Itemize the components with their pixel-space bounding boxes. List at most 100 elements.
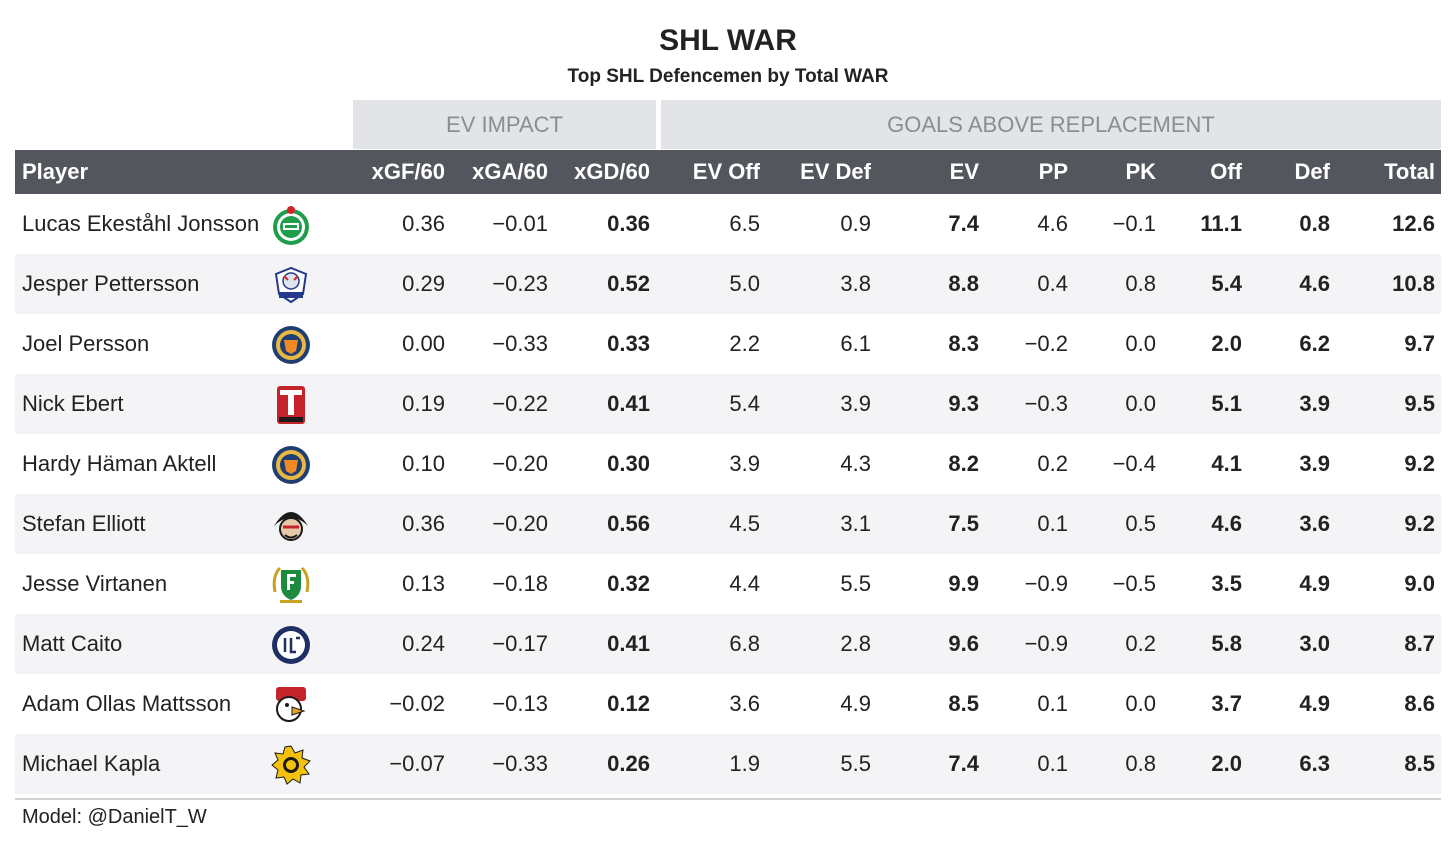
source-caption: Model: @DanielT_W <box>22 806 207 828</box>
cell-xga-60: −0.18 <box>492 571 548 596</box>
table-row: Adam Ollas Mattsson −0.02 −0.13 0.12 3.6 4.9 8… <box>15 674 1441 734</box>
cell-pk: 0.5 <box>1125 511 1156 536</box>
cell-total: 9.7 <box>1404 331 1435 356</box>
cell-off: 3.5 <box>1211 571 1242 596</box>
cell-xgd-60: 0.30 <box>607 451 650 476</box>
cell-ev: 8.5 <box>948 691 979 716</box>
player-name: Stefan Elliott <box>22 511 146 536</box>
cell-pk: −0.4 <box>1112 451 1156 476</box>
table-row: Joel Persson 0.00 −0.33 0.33 2.2 6.1 8.3 −0.2 0.… <box>15 314 1441 374</box>
cell-ev-off: 5.0 <box>729 271 760 296</box>
cell-ev-off: 6.5 <box>729 211 760 236</box>
cell-def: 4.6 <box>1299 271 1330 296</box>
cell-pk: 0.0 <box>1125 331 1156 356</box>
col-header-ev: EV <box>949 159 979 184</box>
col-header-def: Def <box>1294 159 1330 184</box>
col-header-ev-off: EV Off <box>692 159 760 184</box>
chart-title: SHL WAR <box>659 24 797 57</box>
leksand-logo <box>272 626 310 664</box>
table-row: Lucas Ekeståhl Jonsson 0.36 −0.01 0.36 6.5 0.… <box>15 194 1441 254</box>
col-header-xgd-60: xGD/60 <box>574 159 650 184</box>
cell-xgd-60: 0.56 <box>607 511 650 536</box>
cell-def: 4.9 <box>1299 571 1330 596</box>
cell-ev: 7.4 <box>948 751 979 776</box>
cell-off: 4.6 <box>1211 511 1242 536</box>
cell-xgd-60: 0.41 <box>607 391 650 416</box>
cell-ev: 9.3 <box>948 391 979 416</box>
cell-xgf-60: 0.13 <box>402 571 445 596</box>
cell-ev: 9.6 <box>948 631 979 656</box>
cell-pp: 0.1 <box>1037 691 1068 716</box>
cell-ev-def: 3.9 <box>840 391 871 416</box>
cell-ev-def: 6.1 <box>840 331 871 356</box>
cell-pp: 0.1 <box>1037 751 1068 776</box>
player-name: Matt Caito <box>22 631 123 656</box>
war-table: Player xGF/60 xGA/60 xGD/60 EV Off EV Def EV PP… <box>15 150 1441 794</box>
cell-ev: 8.2 <box>948 451 979 476</box>
col-header-xga-60: xGA/60 <box>472 159 548 184</box>
cell-xgf-60: 0.29 <box>402 271 445 296</box>
table-header: Player xGF/60 xGA/60 xGD/60 EV Off EV Def EV PP… <box>15 150 1441 194</box>
spanner-goals-above-replacement: GOALS ABOVE REPLACEMENT <box>661 100 1441 149</box>
table-bottom-rule <box>15 798 1441 800</box>
cell-ev-off: 5.4 <box>729 391 760 416</box>
cell-off: 5.1 <box>1211 391 1242 416</box>
chart-subtitle: Top SHL Defencemen by Total WAR <box>567 66 889 87</box>
cell-xgd-60: 0.52 <box>607 271 650 296</box>
cell-def: 3.9 <box>1299 391 1330 416</box>
col-header-total: Total <box>1384 159 1435 184</box>
cell-pp: 0.4 <box>1037 271 1068 296</box>
cell-xgd-60: 0.33 <box>607 331 650 356</box>
cell-ev-def: 3.8 <box>840 271 871 296</box>
cell-pk: 0.8 <box>1125 751 1156 776</box>
table-row: Nick Ebert 0.19 −0.22 0.41 5.4 3.9 9.3 −0.3 0.0 5… <box>15 374 1441 434</box>
cell-total: 9.2 <box>1404 511 1435 536</box>
table-row: Stefan Elliott 0.36 −0.20 0.56 4.5 3.1 7.5 0.1 0… <box>15 494 1441 554</box>
cell-off: 5.8 <box>1211 631 1242 656</box>
cell-off: 2.0 <box>1211 751 1242 776</box>
cell-ev-off: 3.9 <box>729 451 760 476</box>
cell-def: 6.2 <box>1299 331 1330 356</box>
cell-def: 6.3 <box>1299 751 1330 776</box>
player-name: Lucas Ekeståhl Jonsson <box>22 211 260 236</box>
cell-pk: −0.1 <box>1112 211 1156 236</box>
cell-xgf-60: 0.19 <box>402 391 445 416</box>
cell-ev: 7.5 <box>948 511 979 536</box>
cell-xgf-60: 0.36 <box>402 511 445 536</box>
cell-pp: 0.1 <box>1037 511 1068 536</box>
cell-total: 8.7 <box>1404 631 1435 656</box>
cell-ev-off: 2.2 <box>729 331 760 356</box>
orebro-logo <box>277 386 305 424</box>
vaxjo-logo <box>272 446 310 484</box>
linkoping-logo <box>274 266 308 304</box>
cell-xga-60: −0.17 <box>492 631 548 656</box>
rogle-logo <box>273 206 309 245</box>
spanner-ev-impact: EV IMPACT <box>353 100 656 149</box>
player-name: Michael Kapla <box>22 751 161 776</box>
vaxjo-logo <box>272 326 310 364</box>
table-row: Michael Kapla −0.07 −0.33 0.26 1.9 5.5 7.4 0.1 0… <box>15 734 1441 794</box>
cell-pk: 0.8 <box>1125 271 1156 296</box>
cell-xga-60: −0.01 <box>492 211 548 236</box>
cell-xgf-60: 0.00 <box>402 331 445 356</box>
cell-total: 10.8 <box>1392 271 1435 296</box>
cell-xgf-60: −0.02 <box>389 691 445 716</box>
cell-xgf-60: 0.24 <box>402 631 445 656</box>
cell-ev-off: 6.8 <box>729 631 760 656</box>
player-name: Joel Persson <box>22 331 150 356</box>
table-row: Jesper Pettersson 0.29 −0.23 0.52 5.0 3.8 8.8 0… <box>15 254 1441 314</box>
cell-ev-off: 3.6 <box>729 691 760 716</box>
cell-pk: −0.5 <box>1112 571 1156 596</box>
cell-xga-60: −0.20 <box>492 451 548 476</box>
cell-total: 9.2 <box>1404 451 1435 476</box>
cell-xgd-60: 0.32 <box>607 571 650 596</box>
table-row: Jesse Virtanen 0.13 −0.18 0.32 4.4 5.5 9.9 −0.9… <box>15 554 1441 614</box>
cell-ev-def: 0.9 <box>840 211 871 236</box>
cell-pp: −0.3 <box>1024 391 1068 416</box>
table-row: Hardy Häman Aktell 0.10 −0.20 0.30 3.9 4.3 8.2… <box>15 434 1441 494</box>
cell-def: 3.9 <box>1299 451 1330 476</box>
cell-ev-def: 5.5 <box>840 751 871 776</box>
cell-xgd-60: 0.36 <box>607 211 650 236</box>
cell-ev: 8.3 <box>948 331 979 356</box>
cell-total: 9.0 <box>1404 571 1435 596</box>
